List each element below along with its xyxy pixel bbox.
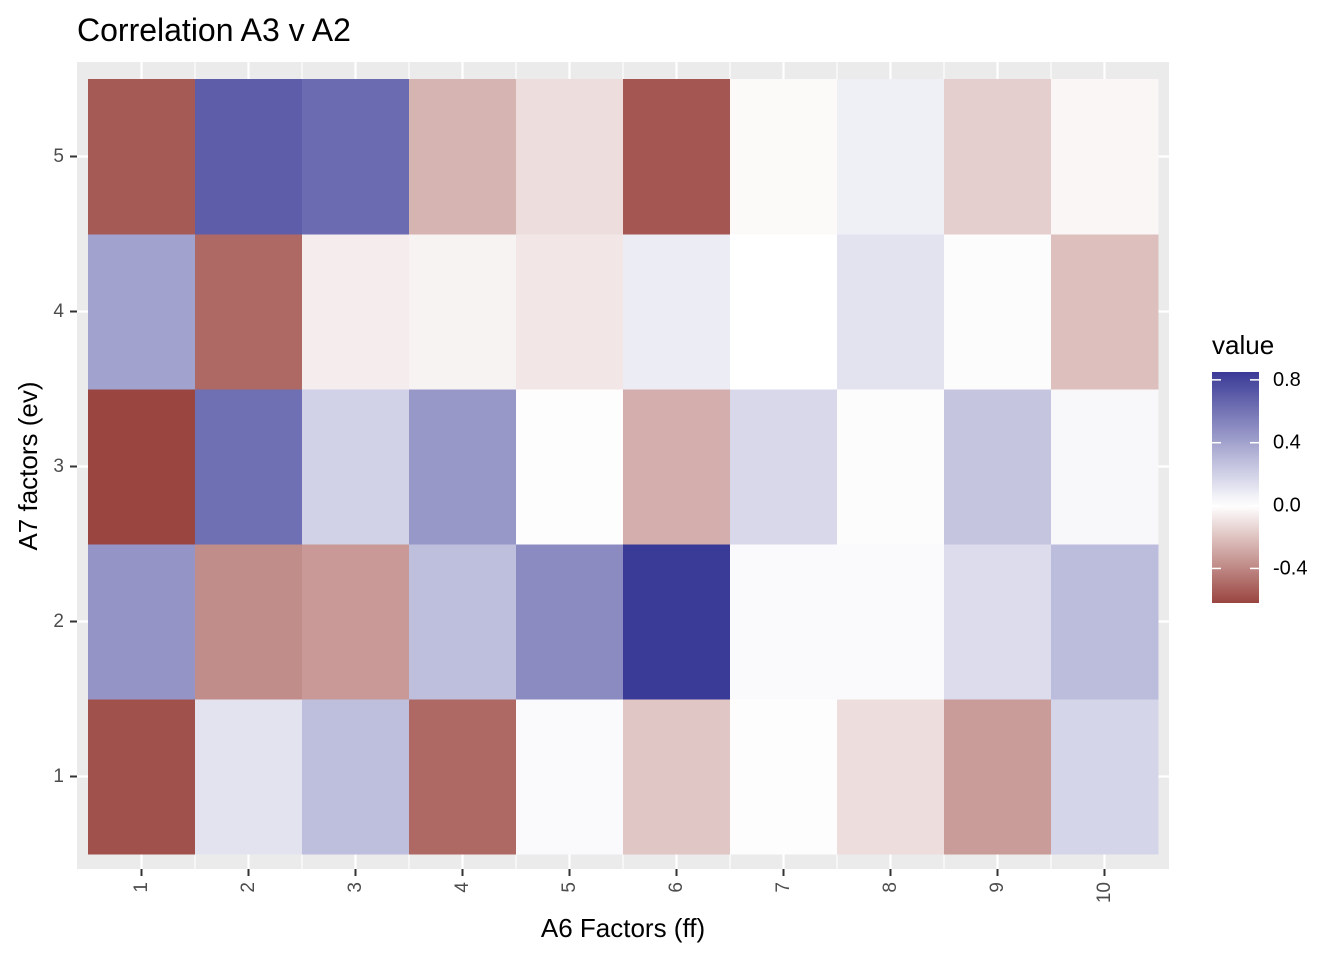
- heatmap-tile-x2-y1: [195, 699, 303, 855]
- x-tick-label: 6: [666, 882, 687, 893]
- legend-break-label: 0.0: [1273, 495, 1301, 517]
- heatmap-tile-x2-y2: [195, 544, 303, 700]
- heatmap-tile-x7-y4: [730, 234, 838, 390]
- heatmap-tile-x8-y4: [837, 234, 945, 390]
- heatmap-tile-x9-y1: [944, 699, 1052, 855]
- heatmap-tile-x1-y1: [88, 699, 196, 855]
- y-tick-label: 4: [53, 301, 64, 322]
- heatmap-tile-x7-y3: [730, 389, 838, 545]
- heatmap-tile-x3-y5: [302, 79, 410, 235]
- y-tick-label: 2: [53, 611, 64, 632]
- x-axis-title: A6 Factors (ff): [541, 913, 705, 943]
- heatmap-tile-x10-y3: [1051, 389, 1159, 545]
- heatmap-tile-x4-y4: [409, 234, 517, 390]
- legend-break-label: -0.4: [1273, 557, 1307, 579]
- heatmap-tile-x10-y2: [1051, 544, 1159, 700]
- y-tick-label: 1: [53, 766, 64, 787]
- heatmap-tile-x2-y5: [195, 79, 303, 235]
- heatmap-tile-x1-y2: [88, 544, 196, 700]
- legend: value 0.8 0.4 0.0 -0.4: [1212, 330, 1307, 603]
- heatmap-tile-x6-y4: [623, 234, 731, 390]
- y-axis: 1 2 3 4 5: [53, 146, 77, 787]
- x-tick-label: 2: [238, 882, 259, 893]
- x-tick-label: 4: [452, 882, 473, 893]
- heatmap-tile-x4-y2: [409, 544, 517, 700]
- heatmap-tile-x4-y5: [409, 79, 517, 235]
- x-axis: 1 2 3 4 5 6 7 8 9 10: [131, 869, 1115, 903]
- heatmap-tile-x1-y4: [88, 234, 196, 390]
- heatmap-tile-x4-y1: [409, 699, 517, 855]
- heatmap-tile-x3-y1: [302, 699, 410, 855]
- heatmap-tile-x5-y2: [516, 544, 624, 700]
- legend-title: value: [1212, 330, 1274, 360]
- heatmap-tile-x3-y4: [302, 234, 410, 390]
- heatmap-tile-x8-y2: [837, 544, 945, 700]
- legend-break-label: 0.4: [1273, 432, 1301, 454]
- legend-break-label: 0.8: [1273, 369, 1301, 391]
- x-tick-label: 10: [1094, 882, 1115, 903]
- heatmap-tile-x5-y4: [516, 234, 624, 390]
- heatmap-tile-x7-y5: [730, 79, 838, 235]
- x-tick-label: 5: [559, 882, 580, 893]
- heatmap-tile-x9-y5: [944, 79, 1052, 235]
- heatmap-tile-x9-y2: [944, 544, 1052, 700]
- x-tick-label: 7: [773, 882, 794, 893]
- legend-colorbar: [1212, 372, 1259, 603]
- y-tick-label: 3: [53, 456, 64, 477]
- heatmap-tile-x6-y5: [623, 79, 731, 235]
- heatmap-tile-x9-y3: [944, 389, 1052, 545]
- y-tick-label: 5: [53, 146, 64, 167]
- heatmap-tile-x3-y2: [302, 544, 410, 700]
- heatmap-tile-x1-y3: [88, 389, 196, 545]
- heatmap-tile-x2-y4: [195, 234, 303, 390]
- x-tick-label: 1: [131, 882, 152, 893]
- heatmap-tile-x10-y5: [1051, 79, 1159, 235]
- heatmap-tile-x6-y2: [623, 544, 731, 700]
- heatmap-tile-x6-y3: [623, 389, 731, 545]
- heatmap-tile-x5-y5: [516, 79, 624, 235]
- heatmap-tile-x1-y5: [88, 79, 196, 235]
- heatmap-tile-x7-y1: [730, 699, 838, 855]
- heatmap-tile-x6-y1: [623, 699, 731, 855]
- heatmap-tile-x8-y5: [837, 79, 945, 235]
- y-axis-title: A7 factors (ev): [13, 381, 43, 550]
- heatmap-tile-x8-y3: [837, 389, 945, 545]
- chart-title: Correlation A3 v A2: [77, 12, 351, 48]
- heatmap-tile-x9-y4: [944, 234, 1052, 390]
- heatmap-tile-x5-y3: [516, 389, 624, 545]
- x-tick-label: 3: [345, 882, 366, 893]
- heatmap-tile-x3-y3: [302, 389, 410, 545]
- x-tick-label: 9: [987, 882, 1008, 893]
- x-tick-label: 8: [880, 882, 901, 893]
- heatmap-tile-x7-y2: [730, 544, 838, 700]
- heatmap-tile-x8-y1: [837, 699, 945, 855]
- heatmap-tile-x10-y1: [1051, 699, 1159, 855]
- heatmap-tile-x5-y1: [516, 699, 624, 855]
- heatmap-tile-x2-y3: [195, 389, 303, 545]
- heatmap-tiles: [88, 79, 1159, 855]
- heatmap-tile-x4-y3: [409, 389, 517, 545]
- heatmap-tile-x10-y4: [1051, 234, 1159, 390]
